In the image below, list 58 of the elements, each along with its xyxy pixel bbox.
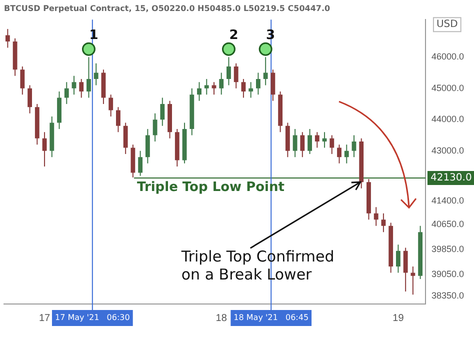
candlestick bbox=[123, 122, 128, 154]
candlestick bbox=[145, 128, 150, 164]
y-tick-label: 45000.0 bbox=[431, 82, 464, 93]
chart-title: BTCUSD Perpetual Contract, 15, O50220.0 H50485.0 L50219.5 C50447.0 bbox=[4, 4, 331, 13]
candlestick bbox=[219, 72, 224, 96]
y-tick-label: 44000.0 bbox=[431, 114, 464, 124]
candlestick bbox=[248, 82, 254, 98]
candlestick bbox=[292, 128, 298, 158]
candlestick bbox=[374, 206, 378, 226]
candlestick bbox=[344, 144, 349, 164]
candlestick bbox=[197, 82, 202, 102]
candlestick bbox=[204, 78, 209, 96]
candlestick bbox=[138, 150, 143, 176]
x-tick-label: 17 bbox=[38, 312, 51, 324]
candlestick bbox=[263, 56, 268, 86]
candlestick bbox=[226, 56, 231, 86]
y-tick-label: 41400.0 bbox=[431, 195, 464, 206]
candlestick bbox=[256, 72, 260, 96]
candlestick bbox=[79, 78, 84, 98]
candlestick bbox=[108, 94, 114, 117]
x-tick-label: 19 bbox=[392, 312, 404, 324]
ref-line-label: 18 May '21 06:45 bbox=[234, 313, 309, 322]
y-tick-label: 40650.0 bbox=[431, 218, 464, 229]
candlestick bbox=[300, 132, 305, 158]
ref-line-label: 17 May '21 06:30 bbox=[54, 313, 130, 322]
candlestick bbox=[5, 28, 10, 48]
y-tick-label: 39850.0 bbox=[431, 244, 464, 254]
candlestick bbox=[28, 84, 32, 114]
candlestick bbox=[64, 82, 69, 104]
candlestick bbox=[314, 132, 320, 148]
ref-line-label: 42130.0 bbox=[430, 172, 472, 184]
candlestick bbox=[152, 112, 158, 142]
candlestick bbox=[241, 78, 246, 98]
y-axis-title: USD bbox=[436, 19, 458, 30]
candlestick bbox=[116, 106, 120, 133]
candlestick bbox=[403, 247, 408, 292]
candlestick bbox=[234, 62, 238, 89]
candlestick bbox=[42, 132, 47, 167]
y-tick-label: 46000.0 bbox=[431, 52, 464, 62]
candlestick bbox=[212, 82, 216, 96]
candlestick bbox=[94, 62, 98, 86]
y-tick-label: 39050.0 bbox=[431, 268, 464, 279]
candlestick bbox=[396, 244, 400, 274]
candlestick bbox=[410, 266, 416, 296]
candlestick bbox=[308, 128, 312, 154]
candlestick bbox=[381, 212, 386, 233]
candlestick bbox=[270, 69, 276, 102]
annotation: 2 bbox=[229, 28, 238, 43]
x-tick-label: 18 bbox=[216, 312, 228, 324]
candlestick bbox=[160, 97, 165, 126]
y-tick-label: 38350.0 bbox=[431, 290, 464, 301]
candlestick bbox=[352, 134, 356, 158]
candlestick bbox=[20, 66, 25, 96]
candlestick bbox=[86, 56, 91, 98]
candlestick bbox=[330, 134, 334, 154]
candlestick bbox=[72, 75, 76, 96]
y-tick-label: 43000.0 bbox=[431, 145, 464, 156]
candlestick bbox=[337, 144, 342, 164]
